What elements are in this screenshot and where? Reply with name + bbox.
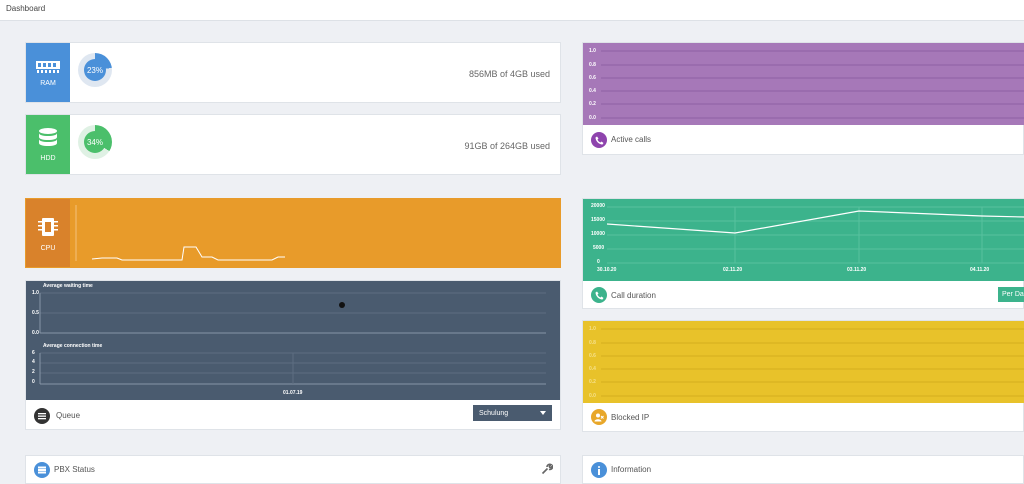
call-duration-x-tick-3: 03.11.20: [847, 267, 867, 273]
queue-chart-lines: [39, 292, 546, 385]
top-bar: Dashboard: [0, 0, 1024, 21]
blocked-ip-chart: 1.0 0.8 0.6 0.4 0.2 0.0: [583, 321, 1024, 403]
chevron-down-icon: [540, 411, 546, 415]
active-calls-tick-3: 0.6: [589, 75, 596, 81]
call-duration-y-tick-2: 15000: [591, 217, 605, 223]
pbx-status-label: PBX Status: [54, 465, 95, 474]
hdd-card: HDD 34% 91GB of 264GB used: [25, 114, 561, 175]
cpu-icon: [38, 217, 58, 236]
info-icon: [591, 462, 607, 478]
ram-donut: 23%: [78, 53, 112, 87]
call-duration-x-tick-1: 30.10.20: [597, 267, 617, 273]
call-duration-chart: 20000 15000 10000 5000 0 30.10.20 02.11.…: [583, 199, 1024, 281]
cpu-label: CPU: [40, 244, 56, 252]
user-block-icon: [591, 409, 607, 425]
active-calls-tick-5: 0.2: [589, 101, 596, 107]
call-duration-y-tick-4: 5000: [593, 245, 605, 251]
call-duration-card: 20000 15000 10000 5000 0 30.10.20 02.11.…: [582, 198, 1024, 309]
call-duration-x-tick-2: 02.11.20: [723, 267, 743, 273]
active-calls-tick-6: 0.0: [589, 115, 596, 121]
connection-chart-title: Average connection time: [43, 343, 103, 349]
phone-icon: [591, 287, 607, 303]
call-duration-y-tick-5: 0: [597, 259, 600, 265]
connection-tick-2: 4: [32, 359, 35, 365]
phone-icon: [591, 132, 607, 148]
cpu-chart: [75, 205, 285, 261]
memory-icon: [36, 61, 60, 73]
active-calls-tick-2: 0.8: [589, 62, 596, 68]
ram-tile: RAM: [26, 43, 70, 102]
call-duration-x-tick-4: 04.11.20: [970, 267, 990, 273]
cpu-line: [91, 246, 285, 261]
blocked-ip-tick-3: 0.6: [589, 353, 596, 359]
blocked-ip-label: Blocked IP: [611, 413, 650, 422]
active-calls-chart: 1.0 0.8 0.6 0.4 0.2 0.0: [583, 43, 1024, 125]
information-card: Information: [582, 455, 1024, 484]
active-calls-label: Active calls: [611, 135, 652, 144]
queue-list-icon: [34, 408, 50, 424]
ram-label: RAM: [40, 80, 56, 87]
ram-usage-text: 856MB of 4GB used: [468, 69, 550, 79]
waiting-tick-2: 0.5: [32, 310, 39, 316]
queue-select-value: Schulung: [479, 409, 509, 417]
per-day-button[interactable]: Per Da: [998, 287, 1024, 302]
connection-tick-4: 0: [32, 379, 35, 385]
queue-label: Queue: [56, 411, 81, 420]
per-day-label: Per Da: [1002, 291, 1024, 298]
queue-select[interactable]: Schulung: [473, 405, 552, 421]
call-duration-y-tick-1: 20000: [591, 203, 605, 209]
information-label: Information: [611, 465, 652, 474]
queue-chart-area: Average waiting time 1.0 0.5 0.0 Average…: [26, 281, 560, 400]
waiting-data-point: [339, 302, 345, 308]
cpu-card: CPU: [25, 198, 561, 268]
waiting-tick-1: 1.0: [32, 290, 39, 296]
server-icon: [34, 462, 50, 478]
waiting-chart-title: Average waiting time: [43, 283, 93, 289]
active-calls-card: 1.0 0.8 0.6 0.4 0.2 0.0 Active calls: [582, 42, 1024, 155]
blocked-ip-tick-4: 0.4: [589, 366, 596, 372]
blocked-ip-tick-1: 1.0: [589, 326, 596, 332]
waiting-tick-3: 0.0: [32, 330, 39, 336]
call-duration-line: [606, 210, 1024, 234]
connection-tick-1: 6: [32, 350, 35, 356]
hdd-usage-text: 91GB of 264GB used: [464, 141, 550, 151]
ram-percent: 23%: [84, 59, 106, 81]
queue-date-label: 01.07.19: [283, 390, 303, 396]
blocked-ip-tick-5: 0.2: [589, 379, 596, 385]
active-calls-tick-1: 1.0: [589, 48, 596, 54]
blocked-ip-card: 1.0 0.8 0.6 0.4 0.2 0.0 Blocked IP: [582, 320, 1024, 432]
cpu-tile: CPU: [26, 199, 70, 267]
hdd-donut: 34%: [78, 125, 112, 159]
database-icon: [39, 128, 57, 146]
hdd-label: HDD: [40, 155, 56, 162]
hdd-percent: 34%: [84, 131, 106, 153]
blocked-ip-tick-2: 0.8: [589, 340, 596, 346]
call-duration-y-tick-3: 10000: [591, 231, 605, 237]
queue-card: Average waiting time 1.0 0.5 0.0 Average…: [25, 280, 561, 430]
blocked-ip-tick-6: 0.0: [589, 393, 596, 399]
wrench-icon[interactable]: [541, 463, 553, 475]
pbx-status-card: PBX Status: [25, 455, 561, 484]
hdd-tile: HDD: [26, 115, 70, 174]
call-duration-label: Call duration: [611, 291, 656, 300]
ram-card: RAM 23% 856MB of 4GB used: [25, 42, 561, 103]
active-calls-tick-4: 0.4: [589, 88, 596, 94]
connection-tick-3: 2: [32, 369, 35, 375]
page-title: Dashboard: [6, 4, 46, 13]
